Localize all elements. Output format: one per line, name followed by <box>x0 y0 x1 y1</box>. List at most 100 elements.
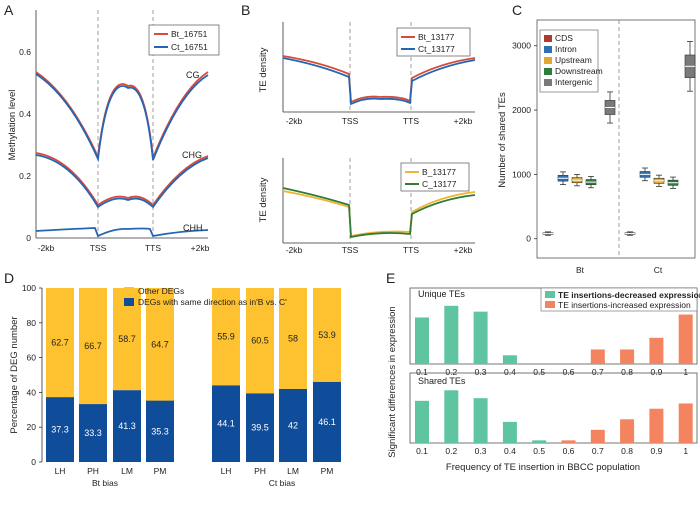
x-tick: PH <box>87 466 99 476</box>
x-axis-label: Frequency of TE insertion in BBCC popula… <box>446 462 640 473</box>
legend-item: DEGs with same direction as in'B vs. C' <box>138 297 287 307</box>
legend-item: Other DEGs <box>138 286 184 296</box>
x-tick: PM <box>321 466 334 476</box>
cg-bt-line <box>35 71 209 161</box>
legend-swatch <box>544 35 552 42</box>
subplot-shared: 0.1 0.2 0.3 0.4 0.5 0.6 0.7 0.8 0.9 1 <box>409 372 698 456</box>
y-axis-label: TE density <box>258 177 269 222</box>
legend: B_13177 C_13177 <box>400 162 470 192</box>
chg-bt-line <box>35 152 209 207</box>
series-label-cg: CG <box>186 70 200 80</box>
y-tick: 0 <box>26 233 31 243</box>
y-axis-label: Methylation level <box>7 90 18 161</box>
bar-segment-same-direction <box>279 388 307 462</box>
bar-decreased <box>444 305 459 364</box>
bar-segment-same-direction <box>79 404 107 462</box>
y-tick: 1000 <box>512 169 531 179</box>
bar-value-label: 33.3 <box>84 428 102 438</box>
chart-e: Significant differences in expression Fr… <box>387 287 700 473</box>
legend-swatch-increased <box>545 301 555 308</box>
x-tick: 0.6 <box>563 367 575 377</box>
x-tick: 0.5 <box>533 446 545 456</box>
chart-d: Percentage of DEG number 0 20 40 60 80 100 37… <box>9 283 341 488</box>
x-tick: -2kb <box>286 116 303 126</box>
c-line <box>282 187 476 239</box>
bar-increased <box>678 314 693 364</box>
x-tick: 0.6 <box>563 446 575 456</box>
x-tick: 0.4 <box>504 446 516 456</box>
x-tick: TTS <box>403 116 419 126</box>
legend-item: Bt_13177 <box>418 32 455 42</box>
bar-value-label: 35.3 <box>151 426 169 436</box>
panel-label-a: A <box>4 2 14 18</box>
legend-item: Upstream <box>555 55 592 65</box>
y-tick: 2000 <box>512 105 531 115</box>
bar-value-label: 66.7 <box>84 341 102 351</box>
bar-value-label: 64.7 <box>151 339 169 349</box>
x-tick-bt: Bt <box>576 265 585 275</box>
bar-decreased <box>444 390 459 443</box>
bar-segment-same-direction <box>146 400 174 462</box>
bar-increased <box>649 408 664 443</box>
bar-segment-other <box>246 288 274 394</box>
legend-item: TE insertions-increased expression <box>558 300 691 310</box>
x-tick: +2kb <box>454 116 473 126</box>
y-axis-label: TE density <box>258 47 269 92</box>
bar-increased <box>678 403 693 443</box>
legend-swatch <box>544 68 552 75</box>
x-tick: 0.2 <box>445 367 457 377</box>
bar-increased <box>649 337 664 364</box>
x-tick: 0.8 <box>621 367 633 377</box>
x-tick: LM <box>121 466 133 476</box>
legend-swatch <box>544 57 552 64</box>
group-label-bt: Bt bias <box>92 478 118 488</box>
legend-swatch-decreased <box>545 291 555 298</box>
bar-decreased <box>502 421 517 443</box>
series-label-chh: CHH <box>183 223 203 233</box>
bar-segment-same-direction <box>313 381 341 462</box>
x-tick: LM <box>287 466 299 476</box>
legend-swatch <box>544 46 552 53</box>
x-tick: 0.3 <box>475 446 487 456</box>
legend: CDS Intron Upstream Downstream Intergeni… <box>539 29 603 93</box>
y-tick: 60 <box>27 353 37 363</box>
x-tick: TTS <box>403 245 419 255</box>
legend-item: Intergenic <box>555 77 593 87</box>
bar-increased <box>590 429 605 443</box>
y-tick: 20 <box>27 422 37 432</box>
bar-value-label: 60.5 <box>251 336 269 346</box>
bar-value-label: 42 <box>288 420 298 430</box>
panel-label-c: C <box>512 2 522 18</box>
bar-value-label: 62.7 <box>51 338 69 348</box>
legend-item: CDS <box>555 33 573 43</box>
subplot-frame <box>409 372 698 444</box>
x-tick: PH <box>254 466 266 476</box>
chart-b-bottom: TE density -2kb TSS TTS +2kb B_13177 C_1… <box>258 158 476 255</box>
bar-decreased <box>415 400 429 443</box>
x-tick-ct: Ct <box>654 265 663 275</box>
legend-swatch-same <box>124 298 134 306</box>
bar-increased <box>561 440 576 443</box>
legend-swatch-other <box>124 287 134 295</box>
y-tick: 0.2 <box>19 171 31 181</box>
legend-swatch <box>544 79 552 86</box>
chh-line <box>35 227 209 238</box>
legend: Bt_13177 Ct_13177 <box>396 27 471 57</box>
x-tick: 0.8 <box>621 446 633 456</box>
x-tick: TTS <box>145 243 161 253</box>
panel-label-b: B <box>241 2 250 18</box>
legend-item: B_13177 <box>422 167 456 177</box>
x-tick: LH <box>55 466 66 476</box>
x-tick: 0.1 <box>416 367 428 377</box>
bar-value-label: 39.5 <box>251 423 269 433</box>
y-axis-label: Significant differences in expression <box>387 306 398 457</box>
x-tick: +2kb <box>454 245 473 255</box>
bar-decreased <box>532 440 547 443</box>
bar-segment-same-direction <box>113 390 141 462</box>
bar-segment-same-direction <box>46 397 74 462</box>
bar-segment-same-direction <box>212 385 240 462</box>
y-tick: 0 <box>31 457 36 467</box>
y-axis-label: Number of shared TEs <box>497 92 508 188</box>
chart-c: Number of shared TEs 0 1000 2000 3000 Bt Ct… <box>497 19 696 275</box>
